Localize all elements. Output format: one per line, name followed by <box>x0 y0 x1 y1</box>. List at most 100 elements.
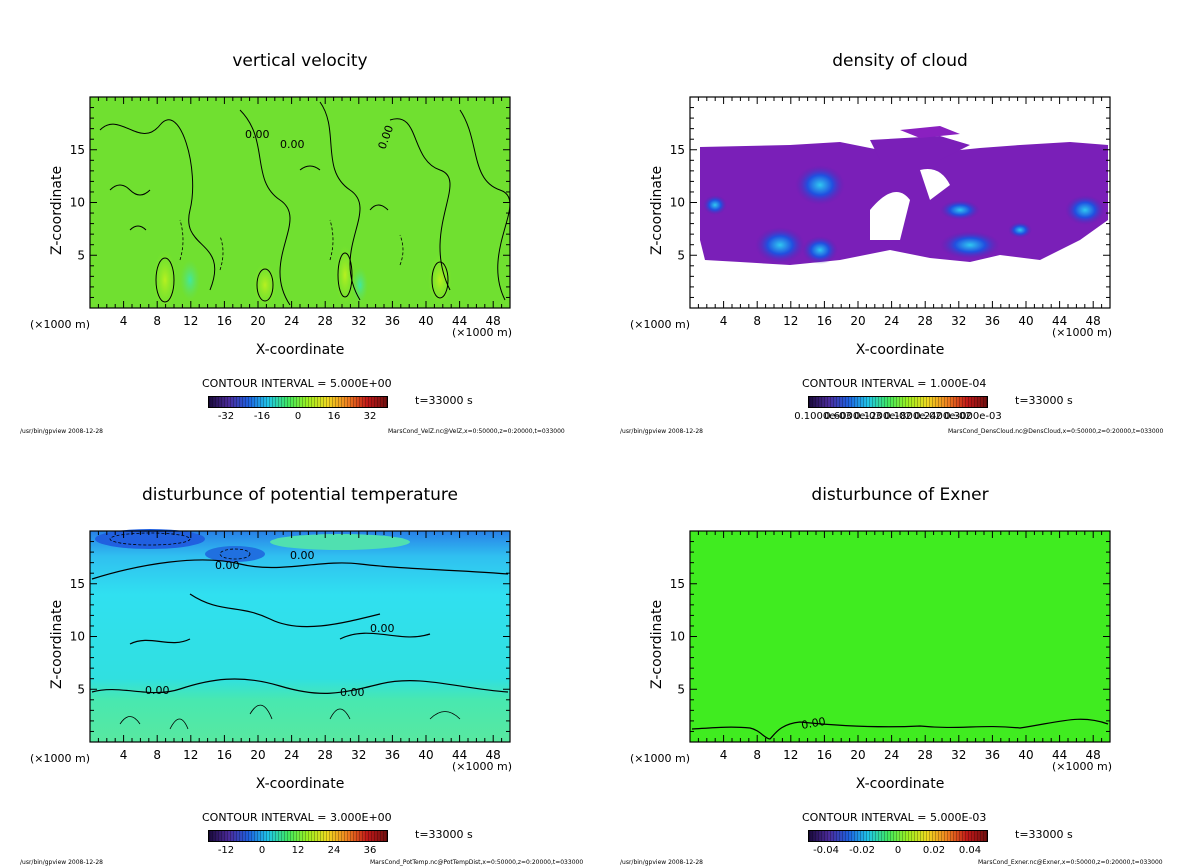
time-label: t=33000 s <box>415 828 473 841</box>
x-tick-label: 4 <box>720 748 728 762</box>
y-tick-label: 10 <box>70 196 85 210</box>
colorbar-tick-label: -16 <box>253 411 271 422</box>
x-tick-label: 44 <box>452 314 467 328</box>
y-tick-label: 5 <box>77 682 85 696</box>
y-tick-label: 15 <box>670 143 685 157</box>
footer-left: /usr/bin/gpview 2008-12-28 <box>20 859 103 866</box>
y-axis-label: Z-coordinate <box>49 599 65 689</box>
colorbar-tick-label: 0 <box>894 845 902 856</box>
contour-label: 0.00 <box>370 622 395 635</box>
colorbar-tick-label: -0.02 <box>849 845 875 856</box>
contour-label: 0.00 <box>245 128 270 141</box>
contour-interval: CONTOUR INTERVAL = 5.000E+00 <box>202 377 392 390</box>
colorbar-stripes <box>209 831 387 841</box>
y-tick-label: 5 <box>677 248 685 262</box>
footer-right: MarsCond_Exner.nc@Exner,x=0:50000,z=0:20… <box>978 859 1163 866</box>
colorbar-tick-label: -0.04 <box>813 845 839 856</box>
x-unit-left: (×1000 m) <box>30 318 91 331</box>
colorbar-stripes <box>209 397 387 407</box>
x-tick-label: 40 <box>418 314 433 328</box>
colorbar-tick-label: -12 <box>217 845 235 856</box>
x-tick-label: 12 <box>783 748 798 762</box>
colorbar-tick-label: 24 <box>327 845 341 856</box>
x-tick-label: 48 <box>486 748 501 762</box>
plot-background <box>90 531 510 742</box>
contour-interval: CONTOUR INTERVAL = 3.000E+00 <box>202 811 392 824</box>
time-label: t=33000 s <box>1015 394 1073 407</box>
colorbar-tick-label: 0.1800e-02 <box>884 411 942 422</box>
colorbar-tick-label: 0 <box>294 411 302 422</box>
time-label: t=33000 s <box>415 394 473 407</box>
colorbar-tick-label: -32 <box>217 411 235 422</box>
x-unit-left: (×1000 m) <box>30 752 91 765</box>
x-tick-label: 36 <box>385 748 400 762</box>
colorbar-tick-label: 16 <box>327 411 341 422</box>
x-tick-label: 8 <box>753 314 761 328</box>
panel-title: density of cloud <box>832 51 968 71</box>
x-tick-label: 28 <box>318 314 333 328</box>
x-tick-label: 4 <box>720 314 728 328</box>
x-axis-label: X-coordinate <box>855 342 945 358</box>
x-unit-right: (×1000 m) <box>452 760 513 773</box>
plot-potential-temperature: 0.00 0.00 0.00 0.00 0.00 4 8 12 16 20 24 28 32 3… <box>70 529 511 762</box>
footer-right: MarsCond_VelZ.nc@VelZ,x=0:50000,z=0:2000… <box>388 428 565 435</box>
y-tick-label: 15 <box>670 577 685 591</box>
colorbar-tick-label: 0.04 <box>958 845 982 856</box>
y-tick-label: 10 <box>670 196 685 210</box>
x-tick-label: 20 <box>850 748 865 762</box>
x-tick-label: 8 <box>153 314 161 328</box>
x-tick-label: 24 <box>884 748 899 762</box>
x-unit-left: (×1000 m) <box>630 318 691 331</box>
x-tick-label: 28 <box>918 314 933 328</box>
x-unit-right: (×1000 m) <box>1052 326 1113 339</box>
x-tick-label: 44 <box>452 748 467 762</box>
x-tick-label: 32 <box>351 748 366 762</box>
footer-right: MarsCond_DensCloud.nc@DensCloud,x=0:5000… <box>948 428 1164 435</box>
x-tick-label: 16 <box>217 314 232 328</box>
x-axis-label: X-coordinate <box>855 776 945 792</box>
plot-vertical-velocity: 0.00 0.00 0.00 4 8 12 16 20 24 28 32 36 40 44 48510… <box>70 96 511 328</box>
colorbar-tick-label: 0 <box>258 845 266 856</box>
colorbar-tick-label: 36 <box>363 845 377 856</box>
colorbar-tick-label: 0.1000e-03 <box>794 411 852 422</box>
x-tick-label: 20 <box>250 314 265 328</box>
contour-label: 0.00 <box>145 684 170 697</box>
x-tick-label: 36 <box>985 314 1000 328</box>
footer-left: /usr/bin/gpview 2008-12-28 <box>20 428 103 435</box>
colorbar-tick-label: 0.3000e-03 <box>944 411 1002 422</box>
x-tick-label: 32 <box>951 748 966 762</box>
y-axis-label: Z-coordinate <box>649 165 665 255</box>
x-tick-label: 20 <box>850 314 865 328</box>
x-tick-label: 32 <box>951 314 966 328</box>
footer-right: MarsCond_PotTemp.nc@PotTempDist,x=0:5000… <box>370 859 584 866</box>
x-tick-label: 12 <box>183 748 198 762</box>
x-tick-label: 24 <box>884 314 899 328</box>
colorbar-stripes <box>809 397 987 407</box>
colorbar-stripes <box>809 831 987 841</box>
colorbar <box>808 830 988 842</box>
colorbar-ticks: 0.1000e-03 0.6000e-03 0.1200e-02 0.1800e-02… <box>794 411 1001 425</box>
x-tick-label: 28 <box>918 748 933 762</box>
x-tick-label: 16 <box>217 748 232 762</box>
x-tick-label: 48 <box>1086 314 1101 328</box>
panel-title: disturbunce of Exner <box>811 485 989 505</box>
x-tick-label: 8 <box>753 748 761 762</box>
x-tick-label: 12 <box>783 314 798 328</box>
x-tick-label: 40 <box>1018 748 1033 762</box>
x-tick-label: 24 <box>284 748 299 762</box>
colorbar-tick-label: 32 <box>363 411 377 422</box>
colorbar-tick-label: 0.02 <box>922 845 946 856</box>
x-tick-label: 36 <box>985 748 1000 762</box>
x-tick-label: 4 <box>120 748 128 762</box>
x-tick-label: 48 <box>1086 748 1101 762</box>
colorbar <box>808 396 988 408</box>
x-axis-label: X-coordinate <box>255 776 345 792</box>
panel-title: disturbunce of potential temperature <box>141 485 459 505</box>
colorbar <box>208 396 388 408</box>
x-unit-right: (×1000 m) <box>452 326 513 339</box>
x-tick-label: 44 <box>1052 314 1067 328</box>
contour-label: 0.00 <box>280 138 305 151</box>
y-tick-label: 10 <box>70 630 85 644</box>
colorbar-tick-label: 0.1200e-02 <box>854 411 912 422</box>
